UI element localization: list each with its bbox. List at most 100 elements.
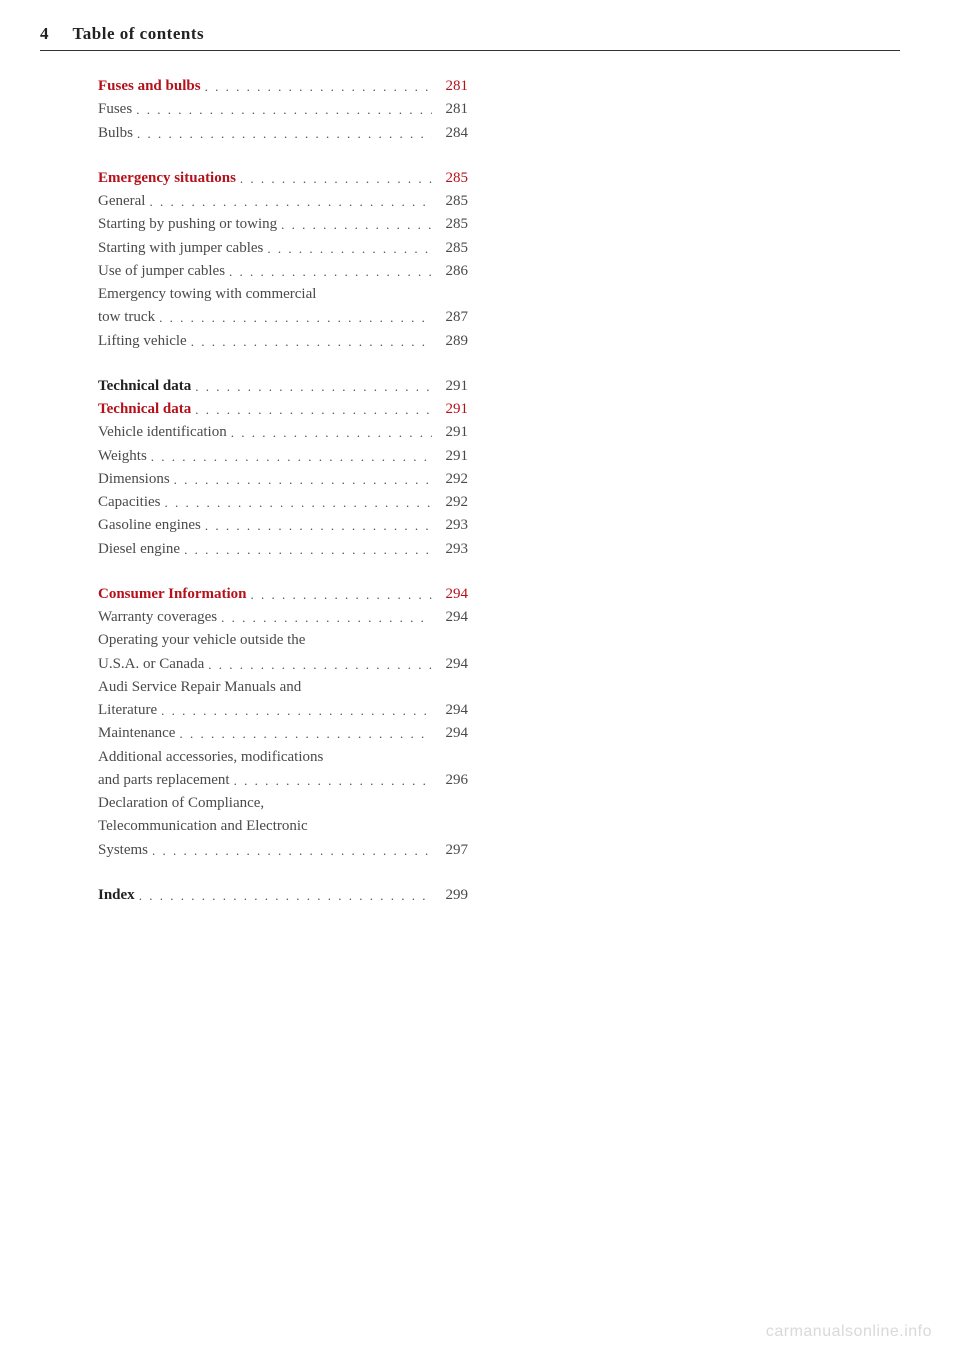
toc-label: Diesel engine — [98, 538, 180, 561]
toc-label: General — [98, 190, 145, 213]
toc-label: Starting with jumper cables — [98, 237, 263, 260]
toc-leader-dots — [230, 771, 432, 791]
toc-row: Operating your vehicle outside the — [98, 629, 468, 652]
toc-leader-dots — [133, 124, 432, 144]
toc-row: Emergency towing with commercial — [98, 283, 468, 306]
toc-leader-dots — [160, 493, 432, 513]
toc-row: and parts replacement296 — [98, 769, 468, 792]
toc-label: Emergency towing with commercial — [98, 283, 316, 306]
toc-label: Use of jumper cables — [98, 260, 225, 283]
toc-label: Dimensions — [98, 468, 170, 491]
toc-label: Literature — [98, 699, 157, 722]
watermark-text: carmanualsonline.info — [766, 1323, 932, 1341]
toc-page: 294 — [432, 699, 468, 722]
toc-leader-dots — [263, 239, 432, 259]
toc-label: Audi Service Repair Manuals and — [98, 676, 301, 699]
toc-page: 292 — [432, 491, 468, 514]
toc-row: Diesel engine 293 — [98, 538, 468, 561]
toc-label: Maintenance — [98, 722, 175, 745]
toc-page: 291 — [432, 421, 468, 444]
toc-row: Consumer Information294 — [98, 583, 468, 606]
toc-row: Warranty coverages 294 — [98, 606, 468, 629]
toc-label: Fuses and bulbs — [98, 75, 201, 98]
toc-row: Technical data 291 — [98, 375, 468, 398]
toc-page: 281 — [432, 98, 468, 121]
toc-page: 294 — [432, 583, 468, 606]
toc-page: 285 — [432, 190, 468, 213]
toc-row: U.S.A. or Canada 294 — [98, 653, 468, 676]
toc-label: Operating your vehicle outside the — [98, 629, 305, 652]
toc-group: Fuses and bulbs 281Fuses 281Bulbs284 — [98, 75, 468, 145]
toc-leader-dots — [191, 377, 432, 397]
toc-row: Declaration of Compliance, — [98, 792, 468, 815]
toc-leader-dots — [155, 308, 432, 328]
toc-page: 294 — [432, 722, 468, 745]
toc-leader-dots — [132, 100, 432, 120]
toc-leader-dots — [147, 447, 432, 467]
toc-row: Index299 — [98, 884, 468, 907]
toc-label: Declaration of Compliance, — [98, 792, 264, 815]
toc-page: 285 — [432, 237, 468, 260]
toc-row: Maintenance 294 — [98, 722, 468, 745]
toc-page: 286 — [432, 260, 468, 283]
toc-group: Consumer Information294Warranty coverage… — [98, 583, 468, 862]
toc-page: 292 — [432, 468, 468, 491]
toc-label: Starting by pushing or towing — [98, 213, 277, 236]
toc-label: Vehicle identification — [98, 421, 227, 444]
toc-label: Telecommunication and Electronic — [98, 815, 308, 838]
toc-page: 287 — [432, 306, 468, 329]
toc-label: Fuses — [98, 98, 132, 121]
page-number: 4 — [40, 24, 49, 44]
toc-row: Bulbs284 — [98, 122, 468, 145]
toc-page: 285 — [432, 213, 468, 236]
toc-row: Lifting vehicle 289 — [98, 330, 468, 353]
toc-leader-dots — [277, 215, 432, 235]
toc-row: Audi Service Repair Manuals and — [98, 676, 468, 699]
toc-row: Dimensions 292 — [98, 468, 468, 491]
toc-row: Capacities292 — [98, 491, 468, 514]
toc-row: Weights 291 — [98, 445, 468, 468]
page: 4 Table of contents Fuses and bulbs281Fu… — [0, 0, 960, 907]
toc-page: 291 — [432, 375, 468, 398]
toc-group: Index299 — [98, 884, 468, 907]
toc-label: Additional accessories, modifications — [98, 746, 323, 769]
toc-page: 293 — [432, 514, 468, 537]
toc-row: Literature 294 — [98, 699, 468, 722]
toc-row: Starting with jumper cables 285 — [98, 237, 468, 260]
page-header: 4 Table of contents — [40, 24, 900, 51]
toc-leader-dots — [204, 655, 432, 675]
toc-label: Lifting vehicle — [98, 330, 187, 353]
toc-row: General 285 — [98, 190, 468, 213]
toc-row: Use of jumper cables 286 — [98, 260, 468, 283]
toc-label: Gasoline engines — [98, 514, 201, 537]
toc-page: 291 — [432, 445, 468, 468]
toc-page: 297 — [432, 839, 468, 862]
toc-label: Warranty coverages — [98, 606, 217, 629]
toc-row: Technical data291 — [98, 398, 468, 421]
toc-leader-dots — [227, 423, 432, 443]
toc-row: Emergency situations285 — [98, 167, 468, 190]
toc-page: 293 — [432, 538, 468, 561]
toc-row: Starting by pushing or towing 285 — [98, 213, 468, 236]
toc-page: 294 — [432, 606, 468, 629]
toc-page: 284 — [432, 122, 468, 145]
toc-leader-dots — [175, 724, 432, 744]
toc-page: 289 — [432, 330, 468, 353]
toc-row: tow truck287 — [98, 306, 468, 329]
toc-leader-dots — [225, 262, 432, 282]
toc-row: Systems297 — [98, 839, 468, 862]
toc-row: Fuses 281 — [98, 98, 468, 121]
toc-group: Technical data291Technical data291Vehicl… — [98, 375, 468, 561]
toc-group: Emergency situations285General285Startin… — [98, 167, 468, 353]
toc-leader-dots — [201, 516, 432, 536]
toc-leader-dots — [135, 886, 432, 906]
toc-label: Weights — [98, 445, 147, 468]
toc-label: Index — [98, 884, 135, 907]
toc-leader-dots — [157, 701, 432, 721]
header-title: Table of contents — [73, 24, 205, 44]
toc-page: 285 — [432, 167, 468, 190]
toc-label: U.S.A. or Canada — [98, 653, 204, 676]
toc-label: Technical data — [98, 375, 191, 398]
toc-page: 294 — [432, 653, 468, 676]
toc-leader-dots — [217, 608, 432, 628]
